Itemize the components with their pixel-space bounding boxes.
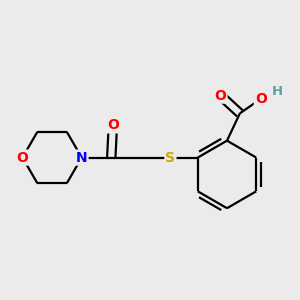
Text: N: N: [76, 151, 88, 165]
Text: O: O: [107, 118, 119, 132]
Text: O: O: [255, 92, 267, 106]
Text: O: O: [16, 151, 28, 165]
Text: H: H: [272, 85, 283, 98]
Text: S: S: [165, 151, 176, 165]
Text: O: O: [214, 89, 226, 103]
